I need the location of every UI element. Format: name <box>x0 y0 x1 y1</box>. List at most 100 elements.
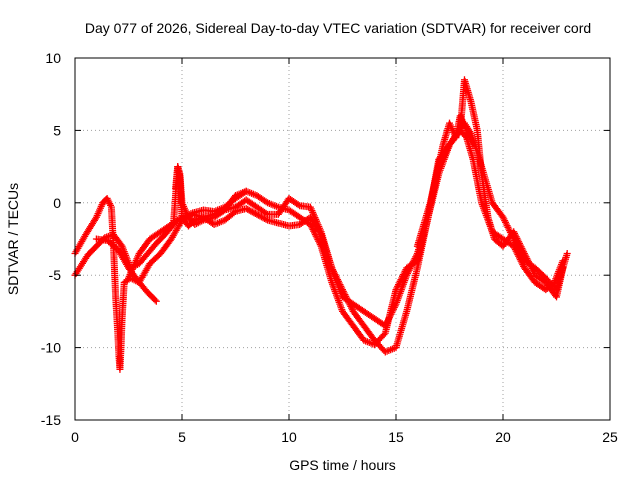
data-point <box>517 243 525 251</box>
data-point <box>521 251 529 259</box>
data-point <box>511 229 519 237</box>
data-point <box>308 224 316 232</box>
y-tick-label: 10 <box>45 50 61 66</box>
data-point <box>514 236 522 244</box>
data-point <box>515 238 523 246</box>
x-tick-label: 0 <box>71 429 79 445</box>
data-point <box>499 213 507 221</box>
data-point <box>520 248 528 256</box>
data-point <box>512 233 520 241</box>
data-point <box>397 276 405 284</box>
x-tick-label: 15 <box>388 429 404 445</box>
data-point <box>526 261 534 269</box>
data-point <box>262 215 270 223</box>
data-point <box>151 296 159 304</box>
data-point <box>527 263 535 271</box>
x-axis-label: GPS time / hours <box>289 457 396 473</box>
data-point <box>152 297 160 305</box>
data-point <box>394 281 402 289</box>
data-point <box>247 207 255 215</box>
y-tick-label: 0 <box>53 195 61 211</box>
y-tick-label: 5 <box>53 122 61 138</box>
data-series-track-a <box>71 194 160 373</box>
axis-ticks: 0 5 10 15 20 25 -15 -10 -5 0 5 10 <box>41 50 618 445</box>
y-axis-label: SDTVAR / TECUs <box>5 183 21 295</box>
data-series-track-e <box>172 163 250 229</box>
data-point <box>501 218 509 226</box>
data-point <box>525 258 533 266</box>
data-point <box>310 227 318 235</box>
data-point <box>515 239 523 247</box>
data-point <box>307 222 315 230</box>
data-point <box>309 226 317 234</box>
data-point <box>519 246 527 254</box>
data-point <box>503 222 511 230</box>
data-point <box>311 231 319 239</box>
data-point <box>511 231 519 239</box>
data-point <box>528 265 536 273</box>
data-series-track-c <box>92 119 571 330</box>
data-point <box>469 141 477 149</box>
data-point <box>259 214 267 222</box>
data-point <box>504 223 512 231</box>
data-point <box>393 284 401 292</box>
data-point <box>250 209 258 217</box>
data-point <box>524 256 532 264</box>
data-point <box>513 234 521 242</box>
x-tick-label: 5 <box>178 429 186 445</box>
data-point <box>242 187 250 195</box>
y-tick-label: -15 <box>41 412 61 428</box>
data-point <box>520 249 528 257</box>
data-point <box>313 234 321 242</box>
data-point <box>518 244 526 252</box>
data-point <box>523 254 531 262</box>
data-point <box>316 241 324 249</box>
data-point <box>396 277 404 285</box>
data-point <box>244 205 252 213</box>
data-point <box>315 239 323 247</box>
data-point <box>522 253 530 261</box>
data-point <box>254 211 262 219</box>
data-point <box>501 217 509 225</box>
x-tick-label: 20 <box>495 429 511 445</box>
data-series <box>71 76 571 373</box>
data-point <box>510 228 518 236</box>
data-point <box>505 225 513 233</box>
data-point <box>314 236 322 244</box>
data-point <box>399 272 407 280</box>
data-point <box>525 260 533 268</box>
data-point <box>312 232 320 240</box>
data-series-track-f <box>413 112 477 250</box>
data-point <box>245 206 253 214</box>
data-point <box>262 209 270 217</box>
grid-lines <box>75 58 610 420</box>
data-point <box>306 221 314 229</box>
data-point <box>394 282 402 290</box>
data-point <box>248 208 256 216</box>
data-point <box>563 249 571 257</box>
data-point <box>398 274 406 282</box>
data-point <box>294 201 302 209</box>
data-point <box>529 266 537 274</box>
data-point <box>502 220 510 228</box>
y-tick-label: -10 <box>41 340 61 356</box>
data-point <box>400 269 408 277</box>
data-point <box>401 267 409 275</box>
data-point <box>399 271 407 279</box>
x-tick-label: 10 <box>281 429 297 445</box>
data-point <box>251 210 259 218</box>
data-point <box>253 210 261 218</box>
data-point <box>516 241 524 249</box>
x-tick-label: 25 <box>602 429 618 445</box>
data-point <box>529 268 537 276</box>
data-point <box>559 264 567 272</box>
data-point <box>311 229 319 237</box>
data-point <box>395 279 403 287</box>
plot-frame <box>74 57 611 421</box>
data-point <box>392 286 400 294</box>
data-point <box>242 205 250 213</box>
data-point <box>257 213 265 221</box>
data-point <box>256 212 264 220</box>
y-tick-label: -5 <box>49 267 62 283</box>
